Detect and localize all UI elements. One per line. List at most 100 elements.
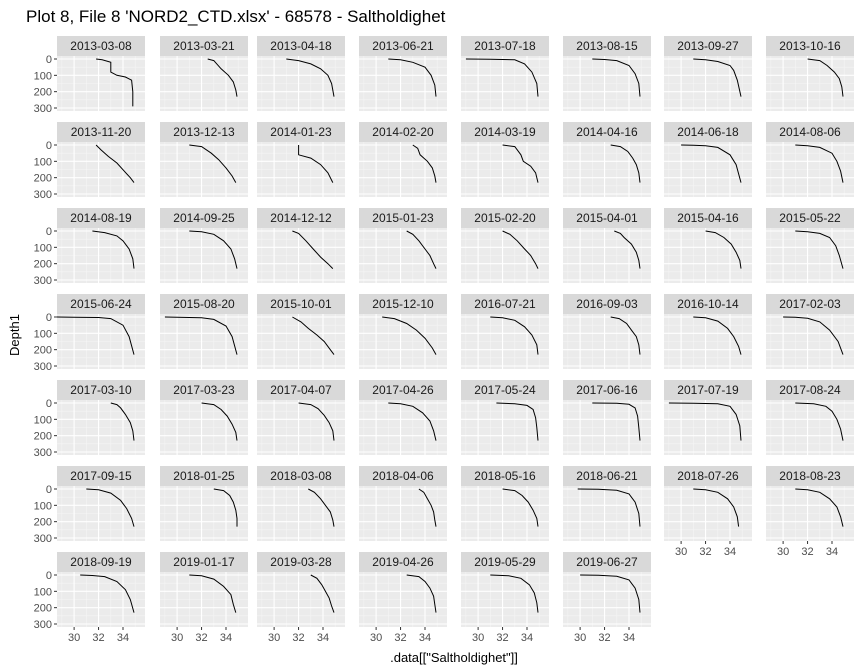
y-tick-label: 300 [34,619,52,631]
facet-strip [563,294,651,314]
salinity-profile-line [502,144,539,183]
x-axis-title: .data[["Saltholdighet"]] [390,650,518,665]
facet-strip [563,466,651,486]
y-tick-label: 200 [34,87,52,99]
y-tick-label: 100 [34,328,52,340]
facet-panel: 2014-04-16 [563,122,651,197]
facet-label: 2018-06-21 [576,469,638,483]
salinity-profile-line [502,488,539,527]
facet-label: 2014-06-18 [677,125,739,139]
facet-label: 2014-08-06 [779,125,841,139]
y-tick-label: 0 [46,226,52,238]
facet-label: 2018-08-23 [779,469,841,483]
facet-strip [257,552,345,572]
facet-panel: 2019-04-26 30 32 34 [359,552,447,644]
y-tick-label: 300 [34,361,52,373]
facet-panel: 2016-09-03 [563,294,651,369]
facet-panel: 2018-01-25 [160,466,248,541]
salinity-profile-line [795,402,844,441]
salinity-profile-line [310,574,335,613]
salinity-profile-line [412,144,437,183]
facet-label: 2017-02-03 [779,297,841,311]
facet-strip [461,294,549,314]
x-tick-label: 34 [317,632,329,644]
salinity-profile-line [56,316,135,355]
salinity-profile-line [189,144,237,183]
facet-panel: 2013-12-13 [160,122,248,197]
salinity-profile-line [298,402,335,441]
salinity-profile-line [201,402,238,441]
x-tick-label: 32 [801,546,813,558]
salinity-profile-line [490,574,539,613]
facet-label: 2016-07-21 [474,297,536,311]
facet-label: 2013-06-21 [372,39,434,53]
facet-strip [160,208,248,228]
x-tick-label: 30 [370,632,382,644]
facet-strip [461,122,549,142]
facet-label: 2019-03-28 [270,555,332,569]
facet-label: 2018-04-06 [372,469,434,483]
salinity-profile-line [80,574,135,613]
facet-strip [359,466,447,486]
salinity-profile-line [164,316,238,355]
facet-label: 2015-10-01 [270,297,332,311]
x-tick-label: 30 [574,632,586,644]
facet-strip [664,122,752,142]
facet-panel: 2013-06-21 [359,36,447,111]
salinity-profile-line [681,144,742,183]
facet-panel: 2017-02-03 [766,294,854,369]
facet-strip [57,36,145,56]
facet-strip [461,208,549,228]
facet-panel: 2018-07-26 30 32 34 [664,466,752,558]
facet-panel: 2014-09-25 [160,208,248,283]
facet-label: 2017-09-15 [70,469,132,483]
facet-label: 2019-01-17 [173,555,235,569]
facet-panel: 2013-11-20 0 100 200 300 [34,122,145,201]
facet-panel: 2015-12-10 [359,294,447,369]
facet-label: 2016-09-03 [576,297,638,311]
facet-panel: 2013-07-18 [461,36,549,111]
salinity-profile-line [610,144,641,183]
salinity-profile-line [783,316,844,355]
facet-panel: 2019-06-27 30 32 34 [563,552,651,644]
facet-label: 2015-04-16 [677,211,739,225]
facet-strip [461,552,549,572]
x-tick-label: 34 [117,632,129,644]
facet-strip [766,122,854,142]
facet-label: 2013-03-21 [173,39,235,53]
facet-label: 2015-02-20 [474,211,536,225]
facet-strip [563,208,651,228]
facet-panel: 2016-07-21 [461,294,549,369]
facet-panel: 2018-03-08 [257,466,345,541]
salinity-profile-line [693,316,742,355]
salinity-profile-line [207,58,238,97]
facet-strip [461,380,549,400]
facet-label: 2016-10-14 [677,297,739,311]
facet-panel: 2019-01-17 30 32 34 [160,552,248,644]
y-tick-label: 0 [46,570,52,582]
facet-strip [257,380,345,400]
salinity-profile-line [110,402,135,441]
y-tick-label: 200 [34,259,52,271]
y-tick-label: 100 [34,156,52,168]
facet-panel: 2015-02-20 [461,208,549,283]
facet-panel: 2019-05-29 30 32 34 [461,552,549,644]
facet-panel: 2018-08-23 30 32 34 [766,466,854,558]
facet-label: 2015-01-23 [372,211,434,225]
facet-panel: 2013-03-21 [160,36,248,111]
facet-strip [160,552,248,572]
facet-panel: 2015-04-16 [664,208,752,283]
x-tick-label: 30 [675,546,687,558]
facet-panel: 2018-06-21 [563,466,651,541]
x-tick-label: 34 [623,632,635,644]
y-tick-label: 300 [34,189,52,201]
facet-label: 2018-05-16 [474,469,536,483]
facet-panel: 2015-10-01 [257,294,345,369]
facet-strip [160,122,248,142]
salinity-profile-line [292,230,334,269]
salinity-profile-line [388,58,437,97]
salinity-profile-line [189,230,238,269]
facet-panel: 2017-08-24 [766,380,854,455]
salinity-profile-line [86,488,135,527]
facet-panel: 2017-04-26 [359,380,447,455]
